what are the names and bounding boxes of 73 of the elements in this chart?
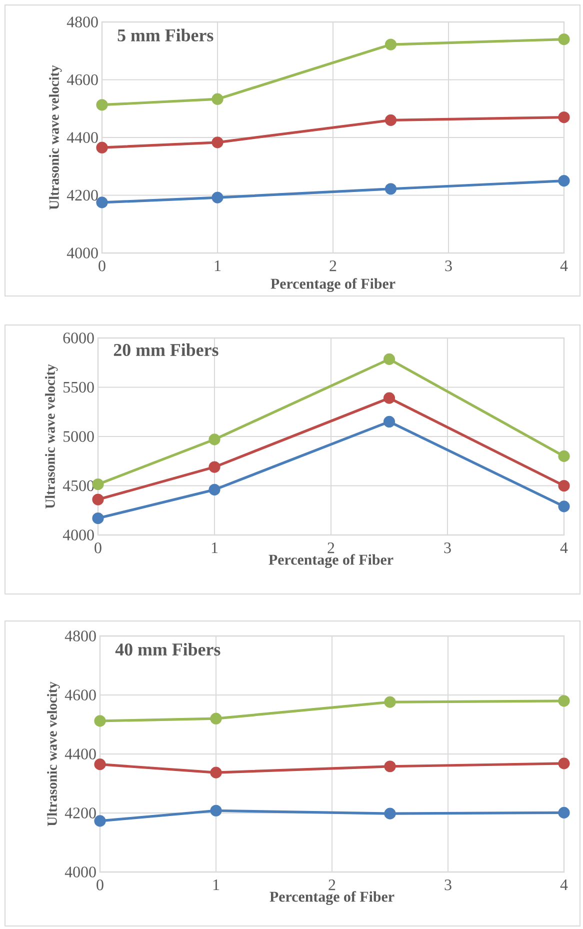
chart-title: 40 mm Fibers — [115, 642, 220, 656]
y-tick-label: 4000 — [64, 866, 96, 878]
y-tick-label: 4800 — [66, 16, 98, 28]
x-axis-title: Percentage of Fiber — [270, 278, 396, 292]
x-axis-title: Percentage of Fiber — [268, 554, 394, 568]
point — [212, 136, 224, 148]
point — [384, 760, 396, 772]
x-tick-label: 0 — [96, 880, 104, 890]
point — [96, 196, 108, 208]
point — [92, 494, 104, 506]
x-tick-label: 1 — [212, 542, 218, 554]
point — [384, 808, 396, 820]
x-tick-label: 4 — [560, 880, 568, 890]
y-tick-label: 4200 — [64, 808, 96, 818]
point — [212, 93, 224, 105]
y-axis-title: Ultrasonic wave velocity — [49, 65, 62, 210]
y-tick-label: 5000 — [64, 431, 94, 442]
x-tick-label: 3 — [445, 260, 452, 272]
y-tick-label: 4400 — [66, 132, 98, 143]
x-axis-title: Percentage of Fiber — [270, 891, 394, 905]
y-tick-label: 4000 — [62, 530, 94, 540]
point — [558, 450, 570, 462]
x-tick-label: 0 — [98, 260, 106, 272]
y-tick-label: 4600 — [66, 74, 98, 86]
chart-title: 20 mm Fibers — [114, 343, 218, 356]
point — [94, 815, 106, 827]
x-tick-label: 2 — [330, 260, 336, 272]
point — [558, 758, 570, 770]
y-axis-title: Ultrasonic wave velocity — [45, 364, 58, 509]
point — [210, 804, 222, 816]
x-tick-label: 2 — [328, 542, 334, 554]
y-tick-label: 5500 — [64, 382, 94, 393]
point — [208, 484, 220, 496]
point — [208, 434, 220, 446]
y-tick-label: 4800 — [64, 630, 96, 642]
point — [383, 392, 396, 404]
y-tick-label: 4000 — [66, 248, 98, 258]
x-tick-label: 4 — [560, 542, 568, 553]
y-axis-title: Ultrasonic wave velocity — [47, 682, 60, 826]
point — [96, 142, 108, 154]
point — [558, 175, 570, 187]
point — [92, 512, 104, 524]
point — [384, 696, 396, 708]
point — [383, 416, 396, 428]
x-tick-label: 4 — [560, 260, 568, 271]
x-tick-label: 0 — [94, 542, 102, 554]
chart-title: 5 mm Fibers — [118, 28, 214, 42]
point — [94, 715, 106, 727]
x-tick-label: 3 — [444, 542, 451, 554]
x-tick-label: 2 — [328, 880, 336, 890]
point — [558, 480, 570, 492]
y-tick-label: 4600 — [64, 690, 96, 700]
point — [208, 461, 220, 473]
point — [384, 183, 397, 195]
x-tick-label: 3 — [444, 880, 452, 890]
point — [558, 500, 570, 512]
point — [558, 806, 570, 818]
point — [94, 758, 106, 770]
point — [210, 766, 222, 778]
point — [558, 695, 570, 707]
x-tick-label: 1 — [214, 260, 221, 272]
point — [96, 99, 108, 111]
point — [210, 712, 222, 724]
y-tick-label: 4200 — [66, 190, 98, 201]
y-tick-label: 4400 — [64, 748, 96, 760]
point — [558, 111, 570, 124]
point — [383, 353, 396, 365]
x-tick-label: 1 — [213, 880, 220, 890]
point — [384, 38, 397, 50]
y-tick-label: 6000 — [63, 332, 94, 344]
point — [558, 34, 570, 46]
point — [212, 192, 224, 204]
point — [384, 114, 397, 126]
